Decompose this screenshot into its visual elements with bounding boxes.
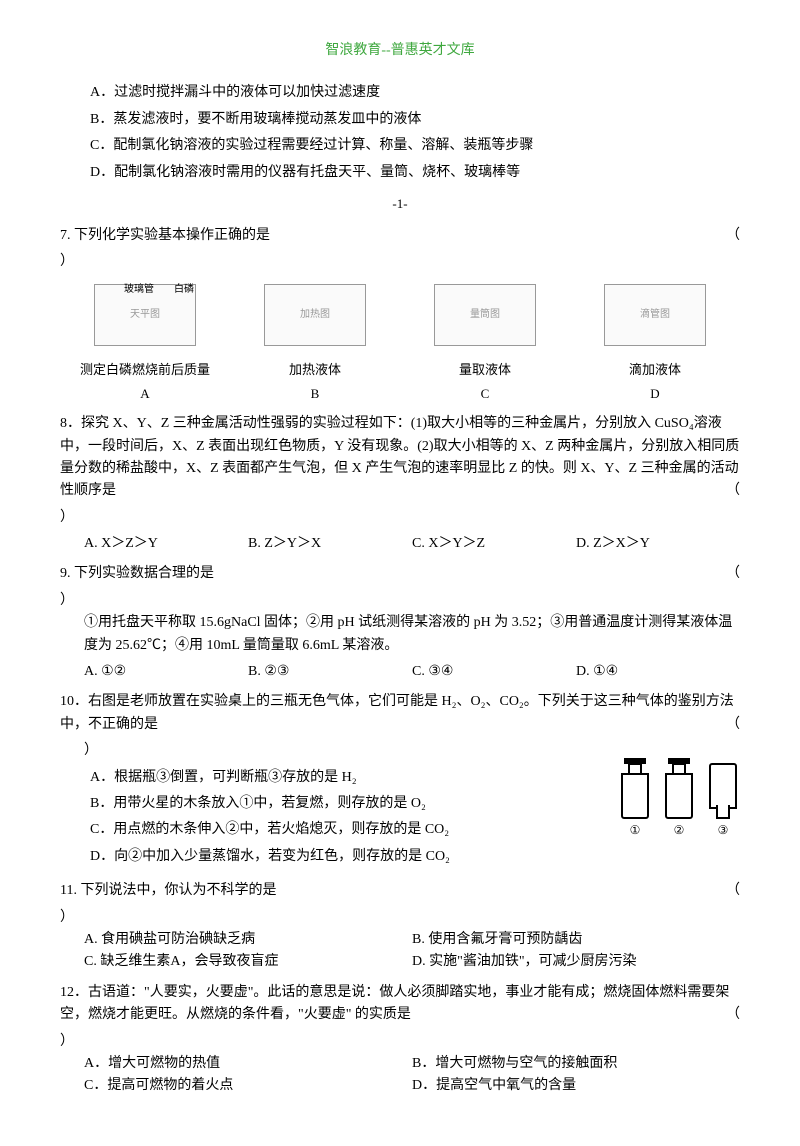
q7-annot-glass-tube: 玻璃管 xyxy=(124,282,154,298)
q7-images: 玻璃管 白磷 天平图 加热图 量筒图 滴管图 xyxy=(60,284,740,350)
q12-stem: 12．古语道："人要实，火要虚"。此话的意思是说：做人必须脚踏实地，事业才能有成… xyxy=(60,985,729,1022)
question-9: 9. 下列实验数据合理的是 （ ） ①用托盘天平称取 15.6gNaCl 固体；… xyxy=(60,563,740,683)
question-7: 7. 下列化学实验基本操作正确的是 （ ） 玻璃管 白磷 天平图 加热图 量筒图… xyxy=(60,225,740,405)
q7-label-b: B xyxy=(240,384,390,405)
q7-paren-close: ） xyxy=(60,251,740,273)
q7-label-a: A xyxy=(70,384,220,405)
page-header: 智浪教育--普惠英才文库 xyxy=(60,40,740,62)
q11-paren: （ xyxy=(726,880,740,902)
q11-stem: 11. 下列说法中，你认为不科学的是 xyxy=(60,883,276,898)
q7-caption-c: 量取液体 xyxy=(410,360,560,381)
q11-option-b: B. 使用含氟牙膏可预防龋齿 xyxy=(412,929,740,951)
q7-img-d: 滴管图 xyxy=(604,284,706,346)
bottle-3-label: ③ xyxy=(706,821,740,840)
q9-choice-b: B. ②③ xyxy=(248,661,412,683)
q7-caption-a: 测定白磷燃烧前后质量 xyxy=(70,360,220,381)
q12-option-d: D．提高空气中氧气的含量 xyxy=(412,1075,740,1097)
question-11: 11. 下列说法中，你认为不科学的是 （ ） A. 食用碘盐可防治碘缺乏病 B.… xyxy=(60,880,740,974)
q11-option-a: A. 食用碘盐可防治碘缺乏病 xyxy=(84,929,412,951)
q11-option-c: C. 缺乏维生素A，会导致夜盲症 xyxy=(84,951,412,973)
q9-choice-d: D. ①④ xyxy=(576,661,740,683)
q8-paren-close: ） xyxy=(60,507,740,529)
q8-paren: （ xyxy=(726,480,740,502)
q9-stem: 9. 下列实验数据合理的是 xyxy=(60,566,214,581)
bottle-2-label: ② xyxy=(662,821,696,840)
q9-paren-close: ） xyxy=(60,590,740,612)
question-8: 8．探究 X、Y、Z 三种金属活动性强弱的实验过程如下：(1)取大小相等的三种金… xyxy=(60,413,740,555)
q9-body: ①用托盘天平称取 15.6gNaCl 固体；②用 pH 试纸测得某溶液的 pH … xyxy=(84,612,740,657)
q7-img-c: 量筒图 xyxy=(434,284,536,346)
q10-option-b: B．用带火星的木条放入①中，若复燃，则存放的是 O₂ xyxy=(90,793,608,815)
q10-option-c: C．用点燃的木条伸入②中，若火焰熄灭，则存放的是 CO₂ xyxy=(90,819,608,841)
q10-option-a: A．根据瓶③倒置，可判断瓶③存放的是 H₂ xyxy=(90,767,608,789)
q6-option-b: B．蒸发滤液时，要不断用玻璃棒搅动蒸发皿中的液体 xyxy=(90,109,740,131)
question-12: 12．古语道："人要实，火要虚"。此话的意思是说：做人必须脚踏实地，事业才能有成… xyxy=(60,982,740,1098)
q12-option-a: A．增大可燃物的热值 xyxy=(84,1053,412,1075)
q9-choice-a: A. ①② xyxy=(84,661,248,683)
q7-label-d: D xyxy=(580,384,730,405)
q10-stem: 10．右图是老师放置在实验桌上的三瓶无色气体，它们可能是 H₂、O₂、CO₂。下… xyxy=(60,694,734,731)
q12-paren-close: ） xyxy=(60,1031,740,1053)
q8-stem: 8．探究 X、Y、Z 三种金属活动性强弱的实验过程如下：(1)取大小相等的三种金… xyxy=(60,416,739,498)
q8-choice-b: B. Z＞Y＞X xyxy=(248,533,412,555)
q7-stem: 7. 下列化学实验基本操作正确的是 xyxy=(60,228,270,243)
q11-paren-close: ） xyxy=(60,907,740,929)
q7-label-c: C xyxy=(410,384,560,405)
q10-paren: （ xyxy=(726,714,740,736)
q7-caption-b: 加热液体 xyxy=(240,360,390,381)
bottle-1-label: ① xyxy=(618,821,652,840)
q6-option-c: C．配制氯化钠溶液的实验过程需要经过计算、称量、溶解、装瓶等步骤 xyxy=(90,135,740,157)
q9-choice-c: C. ③④ xyxy=(412,661,576,683)
q7-annot-phosphorus: 白磷 xyxy=(174,282,194,298)
q7-paren: （ xyxy=(726,225,740,247)
q8-choices: A. X＞Z＞Y B. Z＞Y＞X C. X＞Y＞Z D. Z＞X＞Y xyxy=(84,533,740,555)
q10-option-d: D．向②中加入少量蒸馏水，若变为红色，则存放的是 CO₂ xyxy=(90,846,608,868)
q6-option-d: D．配制氯化钠溶液时需用的仪器有托盘天平、量筒、烧杯、玻璃棒等 xyxy=(90,162,740,184)
q7-img-b: 加热图 xyxy=(264,284,366,346)
q8-choice-c: C. X＞Y＞Z xyxy=(412,533,576,555)
q7-caption-d: 滴加液体 xyxy=(580,360,730,381)
bottle-1-icon xyxy=(618,763,652,819)
q8-choice-a: A. X＞Z＞Y xyxy=(84,533,248,555)
q9-choices: A. ①② B. ②③ C. ③④ D. ①④ xyxy=(84,661,740,683)
q11-option-d: D. 实施"酱油加铁"，可减少厨房污染 xyxy=(412,951,740,973)
question-10: 10．右图是老师放置在实验桌上的三瓶无色气体，它们可能是 H₂、O₂、CO₂。下… xyxy=(60,691,740,872)
q6-option-a: A．过滤时搅拌漏斗中的液体可以加快过滤速度 xyxy=(90,82,740,104)
bottle-2-icon xyxy=(662,763,696,819)
page-number: -1- xyxy=(60,194,740,215)
q10-bottles: ① ② ③ xyxy=(618,763,740,840)
q12-option-b: B．增大可燃物与空气的接触面积 xyxy=(412,1053,740,1075)
q12-option-c: C．提高可燃物的着火点 xyxy=(84,1075,412,1097)
q8-choice-d: D. Z＞X＞Y xyxy=(576,533,740,555)
q12-paren: （ xyxy=(726,1004,740,1026)
bottle-3-icon xyxy=(706,763,740,819)
q9-paren: （ xyxy=(726,563,740,585)
